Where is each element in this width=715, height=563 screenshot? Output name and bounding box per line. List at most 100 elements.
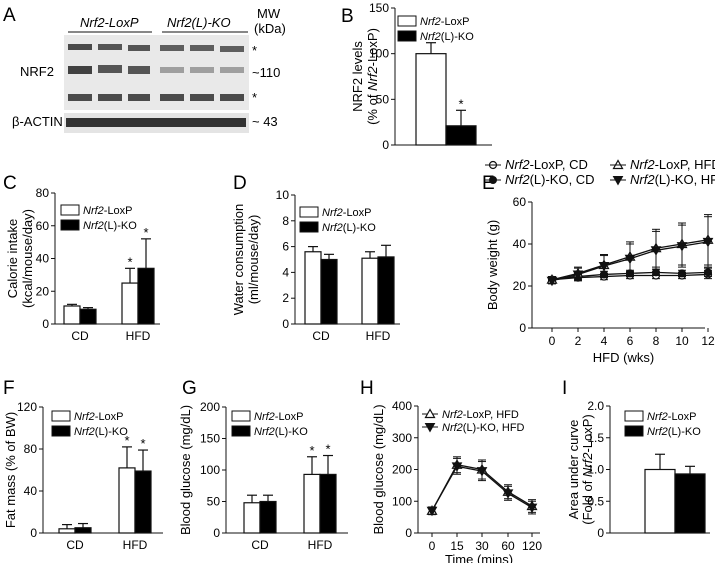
y-axis-label: (% of Nrf2-LoxP) (365, 28, 380, 125)
bar-ko (320, 258, 338, 325)
x-tick-label: 10 (675, 334, 689, 348)
y-tick-label: 150 (369, 1, 389, 15)
x-tick-label: 0 (429, 539, 436, 553)
legend-swatch (624, 425, 644, 437)
legend-swatch (231, 425, 251, 437)
bar-loxp (415, 53, 447, 146)
x-tick-label: 15 (450, 539, 464, 553)
y-tick-label: 150 (200, 432, 220, 446)
blot-band (190, 45, 214, 51)
marker-triangle-filled (546, 276, 558, 287)
y-tick-label: 0 (519, 321, 526, 335)
y-tick-label: 4 (282, 265, 289, 279)
blot-band (68, 94, 92, 101)
legend-label: Nrf2-LoxP, CD (505, 157, 588, 172)
bar-ko (319, 473, 337, 534)
legend-label: Nrf2-LoxP, HFD (442, 409, 519, 421)
blot-nonspecific-mark: * (252, 90, 257, 105)
y-axis-label: (Fold of Nrf2-LoxP) (580, 414, 595, 525)
bar-loxp (644, 468, 676, 534)
y-axis-label: Blood glucose (mg/dL) (178, 405, 193, 535)
significance-mark: * (127, 254, 132, 269)
chart-g: G 0 50 100 150 200 Blood glucose (mg/dL) CD * * HF… (178, 378, 348, 552)
chart-c: C 0 20 40 60 80 Calorie intake (kcal/mouse/day)… (3, 173, 160, 343)
panel-letter-a: A (3, 5, 16, 26)
significance-mark: * (309, 443, 314, 458)
blot-group-ko-label: Nrf2(L)-KO (167, 15, 231, 30)
mw-title: MW (257, 6, 281, 21)
bar-loxp (303, 473, 321, 534)
blot-band (68, 44, 92, 50)
y-tick-label: 40 (24, 484, 38, 498)
y-tick-label: 60 (36, 219, 50, 233)
bar-loxp (243, 502, 261, 534)
legend-label: Nrf2-LoxP (420, 16, 470, 28)
bar-ko (74, 527, 92, 534)
legend-label: Nrf2(L)-KO (420, 31, 474, 43)
y-tick-label: 80 (36, 186, 50, 200)
x-tick-label: CD (251, 538, 269, 552)
legend-label: Nrf2-LoxP (322, 207, 372, 219)
legend-label: Nrf2-LoxP (83, 205, 133, 217)
blot-band (128, 45, 150, 51)
chart-h: H 0 100 200 300 400 Blood glucose (mg/dL) 0 15 30… (360, 378, 542, 563)
legend-swatch (60, 204, 80, 216)
blot-band (128, 94, 150, 101)
legend-label: Nrf2(L)-KO (74, 426, 128, 438)
x-tick-label: 120 (522, 539, 542, 553)
marker-triangle-filled (676, 242, 688, 252)
marker-triangle-filled (476, 467, 488, 477)
legend-swatch (51, 410, 71, 422)
y-tick-label: 200 (392, 463, 412, 477)
marker-triangle-filled (451, 462, 463, 472)
blot-band (220, 67, 244, 73)
marker-triangle-filled (424, 423, 436, 433)
panel-letter-i: I (562, 378, 567, 399)
x-tick-label: 6 (627, 334, 634, 348)
protein-actin-label: β-ACTIN (12, 114, 63, 129)
chart-d: D 0 2 4 6 8 10 Water consumption (ml/mouse/day) C… (231, 173, 400, 343)
panel-letter-d: D (233, 173, 247, 194)
bar-ko (259, 500, 277, 534)
x-tick-label: 12 (701, 334, 715, 348)
marker-triangle-filled (426, 506, 438, 517)
blot-band (68, 66, 92, 74)
blot-band (190, 94, 214, 101)
blot-band (98, 44, 122, 50)
y-tick-label: 300 (392, 431, 412, 445)
y-tick-label: 40 (36, 252, 50, 266)
blot-band (160, 94, 184, 101)
y-axis-label: Water consumption (231, 204, 246, 316)
legend-label: Nrf2-LoxP (74, 411, 124, 423)
marker-circle-filled (678, 269, 686, 278)
x-tick-label: HFD (123, 538, 148, 552)
legend-swatch (299, 221, 319, 233)
y-axis-label: Fat mass (% of BW) (3, 412, 18, 528)
x-tick-label: CD (71, 329, 89, 343)
marker-circle-filled (704, 268, 712, 277)
y-tick-label: 1.0 (587, 463, 604, 477)
panel-letter-b: B (341, 6, 354, 27)
legend-swatch (51, 425, 71, 437)
legend-swatch (60, 219, 80, 231)
legend-label: Nrf2(L)-KO (254, 426, 308, 438)
y-tick-label: 10 (276, 188, 290, 202)
marker-triangle-filled (502, 489, 514, 499)
y-tick-label: 0 (597, 526, 604, 540)
legend-label: Nrf2(L)-KO, HFD (442, 422, 525, 434)
y-tick-label: 2 (282, 291, 289, 305)
x-tick-label: 60 (501, 539, 515, 553)
y-tick-label: 40 (513, 237, 527, 251)
x-tick-label: 4 (601, 334, 608, 348)
mw-110-label: ~110 (252, 65, 280, 80)
panel-letter-h: H (360, 378, 374, 399)
blot-band (190, 67, 214, 73)
legend-label: Nrf2(L)-KO, CD (505, 172, 595, 187)
legend-swatch (397, 15, 417, 27)
legend-label: Nrf2(L)-KO (322, 222, 376, 234)
legend-label: Nrf2-LoxP (254, 411, 304, 423)
y-tick-label: 1.5 (587, 431, 604, 445)
